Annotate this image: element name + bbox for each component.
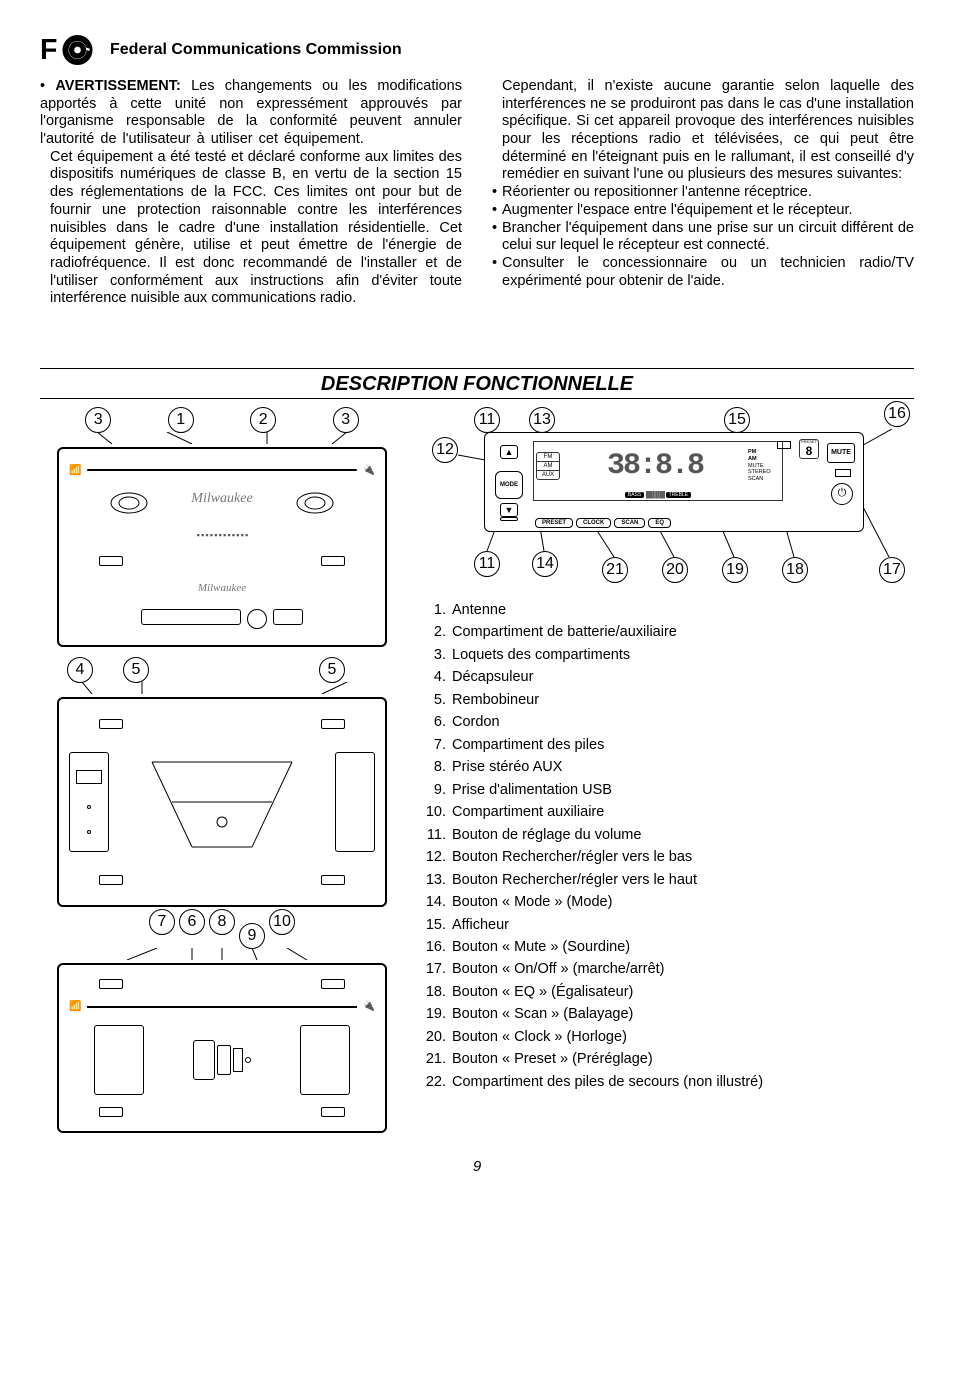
list-item: 4Décapsuleur [424, 666, 914, 688]
product-diagrams: 3 1 2 3 📶 🔌 Milwaukee ▪▪▪▪▪▪▪▪▪▪▪▪ [40, 407, 404, 1133]
right-description-column: 11 13 15 16 12 ▲ [424, 407, 914, 1133]
seek-up-icon: ▲ [500, 445, 518, 459]
left-para: Cet équipement a été testé et déclaré co… [40, 149, 462, 308]
list-item: 14Bouton « Mode » (Mode) [424, 891, 914, 913]
right-bullets: Réorienter ou repositionner l'antenne ré… [492, 184, 914, 290]
callout-11: 11 [474, 407, 500, 433]
seek-down-icon: ▼ [500, 503, 518, 517]
fcc-title: Federal Communications Commission [110, 41, 402, 59]
right-para: Cependant, il n'existe aucune garantie s… [492, 78, 914, 184]
battery-icon [777, 441, 791, 449]
control-panel-diagram: 11 13 15 16 12 ▲ [424, 407, 914, 587]
clock-button: CLOCK [576, 518, 611, 528]
radio-rear-view [57, 697, 387, 907]
callout-3b: 3 [333, 407, 359, 433]
list-item: 3Loquets des compartiments [424, 644, 914, 666]
list-item: 2Compartiment de batterie/auxiliaire [424, 621, 914, 643]
warning-label: AVERTISSEMENT: [55, 78, 180, 94]
bullet-item: Brancher l'équipement dans une prise sur… [492, 220, 914, 255]
section-title: DESCRIPTION FONCTIONNELLE [40, 369, 914, 398]
time-display: 38:8.8 [562, 449, 748, 483]
list-item: 15Afficheur [424, 914, 914, 936]
callout-9: 9 [239, 923, 265, 949]
list-item: 20Bouton « Clock » (Horloge) [424, 1026, 914, 1048]
list-item: 6Cordon [424, 711, 914, 733]
svg-text:F: F [40, 34, 57, 66]
display-inner: ▲ ▼ MODE FM AM AUX 38:8.8 PM [484, 432, 864, 532]
left-column: • AVERTISSEMENT: Les changements ou les … [40, 78, 462, 308]
lcd-bar: BASS |||||||||||||||||| TREBLE [534, 490, 782, 500]
power-button-icon: ⏻ [831, 483, 853, 505]
preset-indicator: PRESET 8 [799, 439, 819, 459]
preset-button: PRESET [535, 518, 573, 528]
list-item: 22Compartiment des piles de secours (non… [424, 1071, 914, 1093]
right-column: Cependant, il n'existe aucune garantie s… [492, 78, 914, 308]
callout-20: 20 [662, 557, 688, 583]
list-item: 10Compartiment auxiliaire [424, 801, 914, 823]
lcd-right-labels: PM AM MUTE STEREO SCAN [748, 449, 782, 482]
callout-12: 12 [432, 437, 458, 463]
callout-21: 21 [602, 557, 628, 583]
list-item: 13Bouton Rechercher/régler vers le haut [424, 869, 914, 891]
callout-14: 14 [532, 551, 558, 577]
callout-17: 17 [879, 557, 905, 583]
page-number: 9 [40, 1158, 914, 1175]
list-item: 21Bouton « Preset » (Préréglage) [424, 1048, 914, 1070]
callout-13: 13 [529, 407, 555, 433]
callout-5: 5 [123, 657, 149, 683]
rear-lines [132, 752, 312, 852]
section-title-bar: DESCRIPTION FONCTIONNELLE [40, 368, 914, 399]
radio-bottom-view: 📶 🔌 [57, 963, 387, 1133]
callout-18: 18 [782, 557, 808, 583]
list-item: 7Compartiment des piles [424, 734, 914, 756]
fcc-logo-icon: F [40, 30, 100, 70]
lcd-modes: FM AM AUX [536, 452, 560, 480]
eq-button: EQ [648, 518, 671, 528]
functional-description: 3 1 2 3 📶 🔌 Milwaukee ▪▪▪▪▪▪▪▪▪▪▪▪ [40, 407, 914, 1133]
feature-list: 1Antenne 2Compartiment de batterie/auxil… [424, 599, 914, 1093]
list-item: 17Bouton « On/Off » (marche/arrêt) [424, 958, 914, 980]
bullet-item: Réorienter ou repositionner l'antenne ré… [492, 184, 914, 202]
bullet-item: Augmenter l'espace entre l'équipement et… [492, 202, 914, 220]
lcd-screen: FM AM AUX 38:8.8 PM AM MUTE STEREO SCAN [533, 441, 783, 501]
list-item: 1Antenne [424, 599, 914, 621]
mode-button: MODE [495, 471, 523, 499]
scan-button: SCAN [614, 518, 645, 528]
callout-8: 8 [209, 909, 235, 935]
callout-7: 7 [149, 909, 175, 935]
callout-5b: 5 [319, 657, 345, 683]
bullet-item: Consulter le concessionnaire ou un techn… [492, 255, 914, 290]
callout-6: 6 [179, 909, 205, 935]
callout-3: 3 [85, 407, 111, 433]
list-item: 11Bouton de réglage du volume [424, 824, 914, 846]
brand-label-2: Milwaukee [69, 582, 375, 594]
callout-4: 4 [67, 657, 93, 683]
callout-16: 16 [884, 401, 910, 427]
callout-19: 19 [722, 557, 748, 583]
mute-button: MUTE [827, 443, 855, 463]
callout-15: 15 [724, 407, 750, 433]
warning-para: • AVERTISSEMENT: Les changements ou les … [40, 78, 462, 149]
list-item: 8Prise stéréo AUX [424, 756, 914, 778]
list-item: 9Prise d'alimentation USB [424, 779, 914, 801]
callout-11b: 11 [474, 551, 500, 577]
callout-10: 10 [269, 909, 295, 935]
fcc-header: F Federal Communications Commission [40, 30, 914, 70]
list-item: 16Bouton « Mute » (Sourdine) [424, 936, 914, 958]
radio-front-view: 📶 🔌 Milwaukee ▪▪▪▪▪▪▪▪▪▪▪▪ Milwaukee [57, 447, 387, 647]
small-indicator-icon [835, 469, 851, 477]
list-item: 12Bouton Rechercher/régler vers le bas [424, 846, 914, 868]
lcd-buttons: PRESET CLOCK SCAN EQ [535, 518, 671, 528]
callout-1: 1 [168, 407, 194, 433]
list-item: 19Bouton « Scan » (Balayage) [424, 1003, 914, 1025]
list-item: 5Rembobineur [424, 689, 914, 711]
fcc-text-columns: • AVERTISSEMENT: Les changements ou les … [40, 78, 914, 308]
list-item: 18Bouton « EQ » (Égalisateur) [424, 981, 914, 1003]
callout-2: 2 [250, 407, 276, 433]
brand-label: Milwaukee [191, 491, 252, 515]
